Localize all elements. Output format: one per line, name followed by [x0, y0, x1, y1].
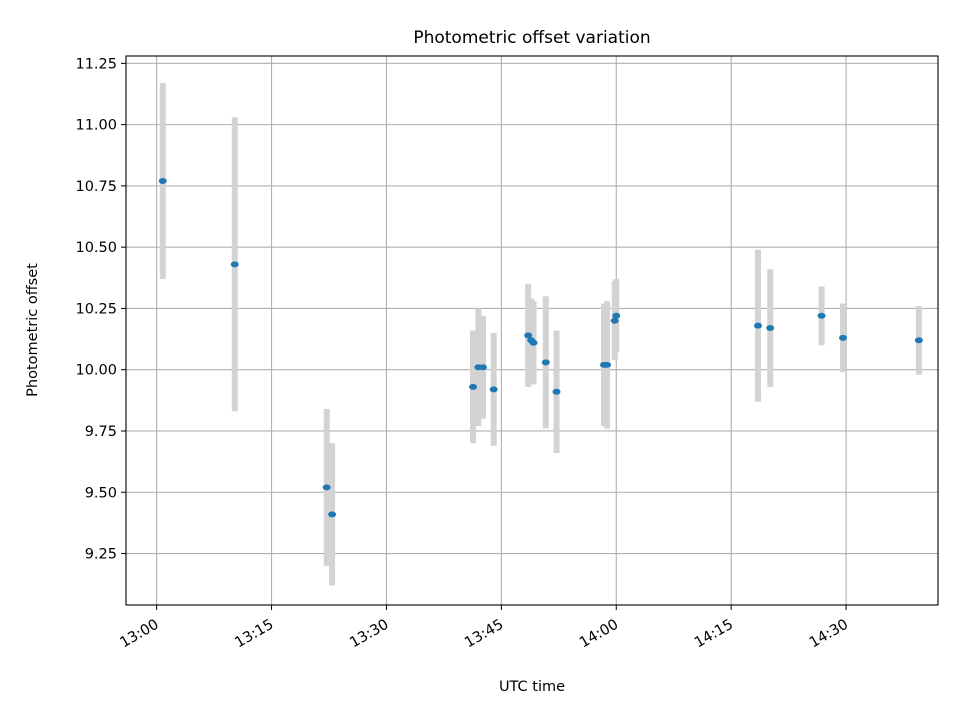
- y-tick-label: 10.25: [75, 301, 117, 317]
- y-tick-label: 9.25: [85, 547, 117, 563]
- y-tick-label: 10.50: [75, 240, 117, 256]
- data-point: [469, 383, 478, 390]
- y-tick-label: 9.75: [85, 424, 117, 440]
- data-point: [489, 386, 498, 393]
- error-bars: [159, 82, 922, 586]
- x-tick-label: 14:30: [807, 617, 851, 652]
- data-point: [839, 334, 848, 341]
- data-point: [230, 261, 239, 268]
- x-tick-label: 13:45: [462, 617, 506, 652]
- plot-frame: [125, 55, 939, 606]
- x-tick-label: 14:15: [692, 617, 736, 652]
- data-point: [524, 332, 533, 339]
- x-tick-label: 13:30: [347, 617, 391, 652]
- axis-ticks: 13:00 13:15 13:30 13:45 14:00 14:15 14:30 9.25 9…: [75, 56, 851, 651]
- x-tick-label: 13:15: [232, 617, 276, 652]
- data-point: [766, 325, 775, 332]
- y-tick-label: 10.00: [75, 363, 117, 379]
- x-tick-label: 13:00: [117, 617, 161, 652]
- y-tick-label: 11.25: [75, 56, 117, 72]
- data-point: [612, 312, 621, 319]
- data-point: [603, 361, 612, 368]
- x-tick-label: 14:00: [577, 617, 621, 652]
- y-tick-label: 9.50: [85, 485, 117, 501]
- data-point: [817, 312, 826, 319]
- data-point: [552, 388, 561, 395]
- y-tick-label: 10.75: [75, 179, 117, 195]
- y-tick-label: 11.00: [75, 118, 117, 134]
- data-point: [322, 484, 331, 491]
- x-axis-label: UTC time: [499, 679, 565, 695]
- data-points: [158, 177, 923, 518]
- data-point: [478, 364, 487, 371]
- y-axis-label: Photometric offset: [25, 263, 41, 397]
- data-point: [328, 511, 337, 518]
- data-point: [914, 337, 923, 344]
- data-point: [529, 339, 538, 346]
- chart-title: Photometric offset variation: [413, 28, 650, 48]
- data-point: [753, 322, 762, 329]
- data-point: [158, 177, 167, 184]
- data-point: [610, 317, 619, 324]
- data-point: [541, 359, 550, 366]
